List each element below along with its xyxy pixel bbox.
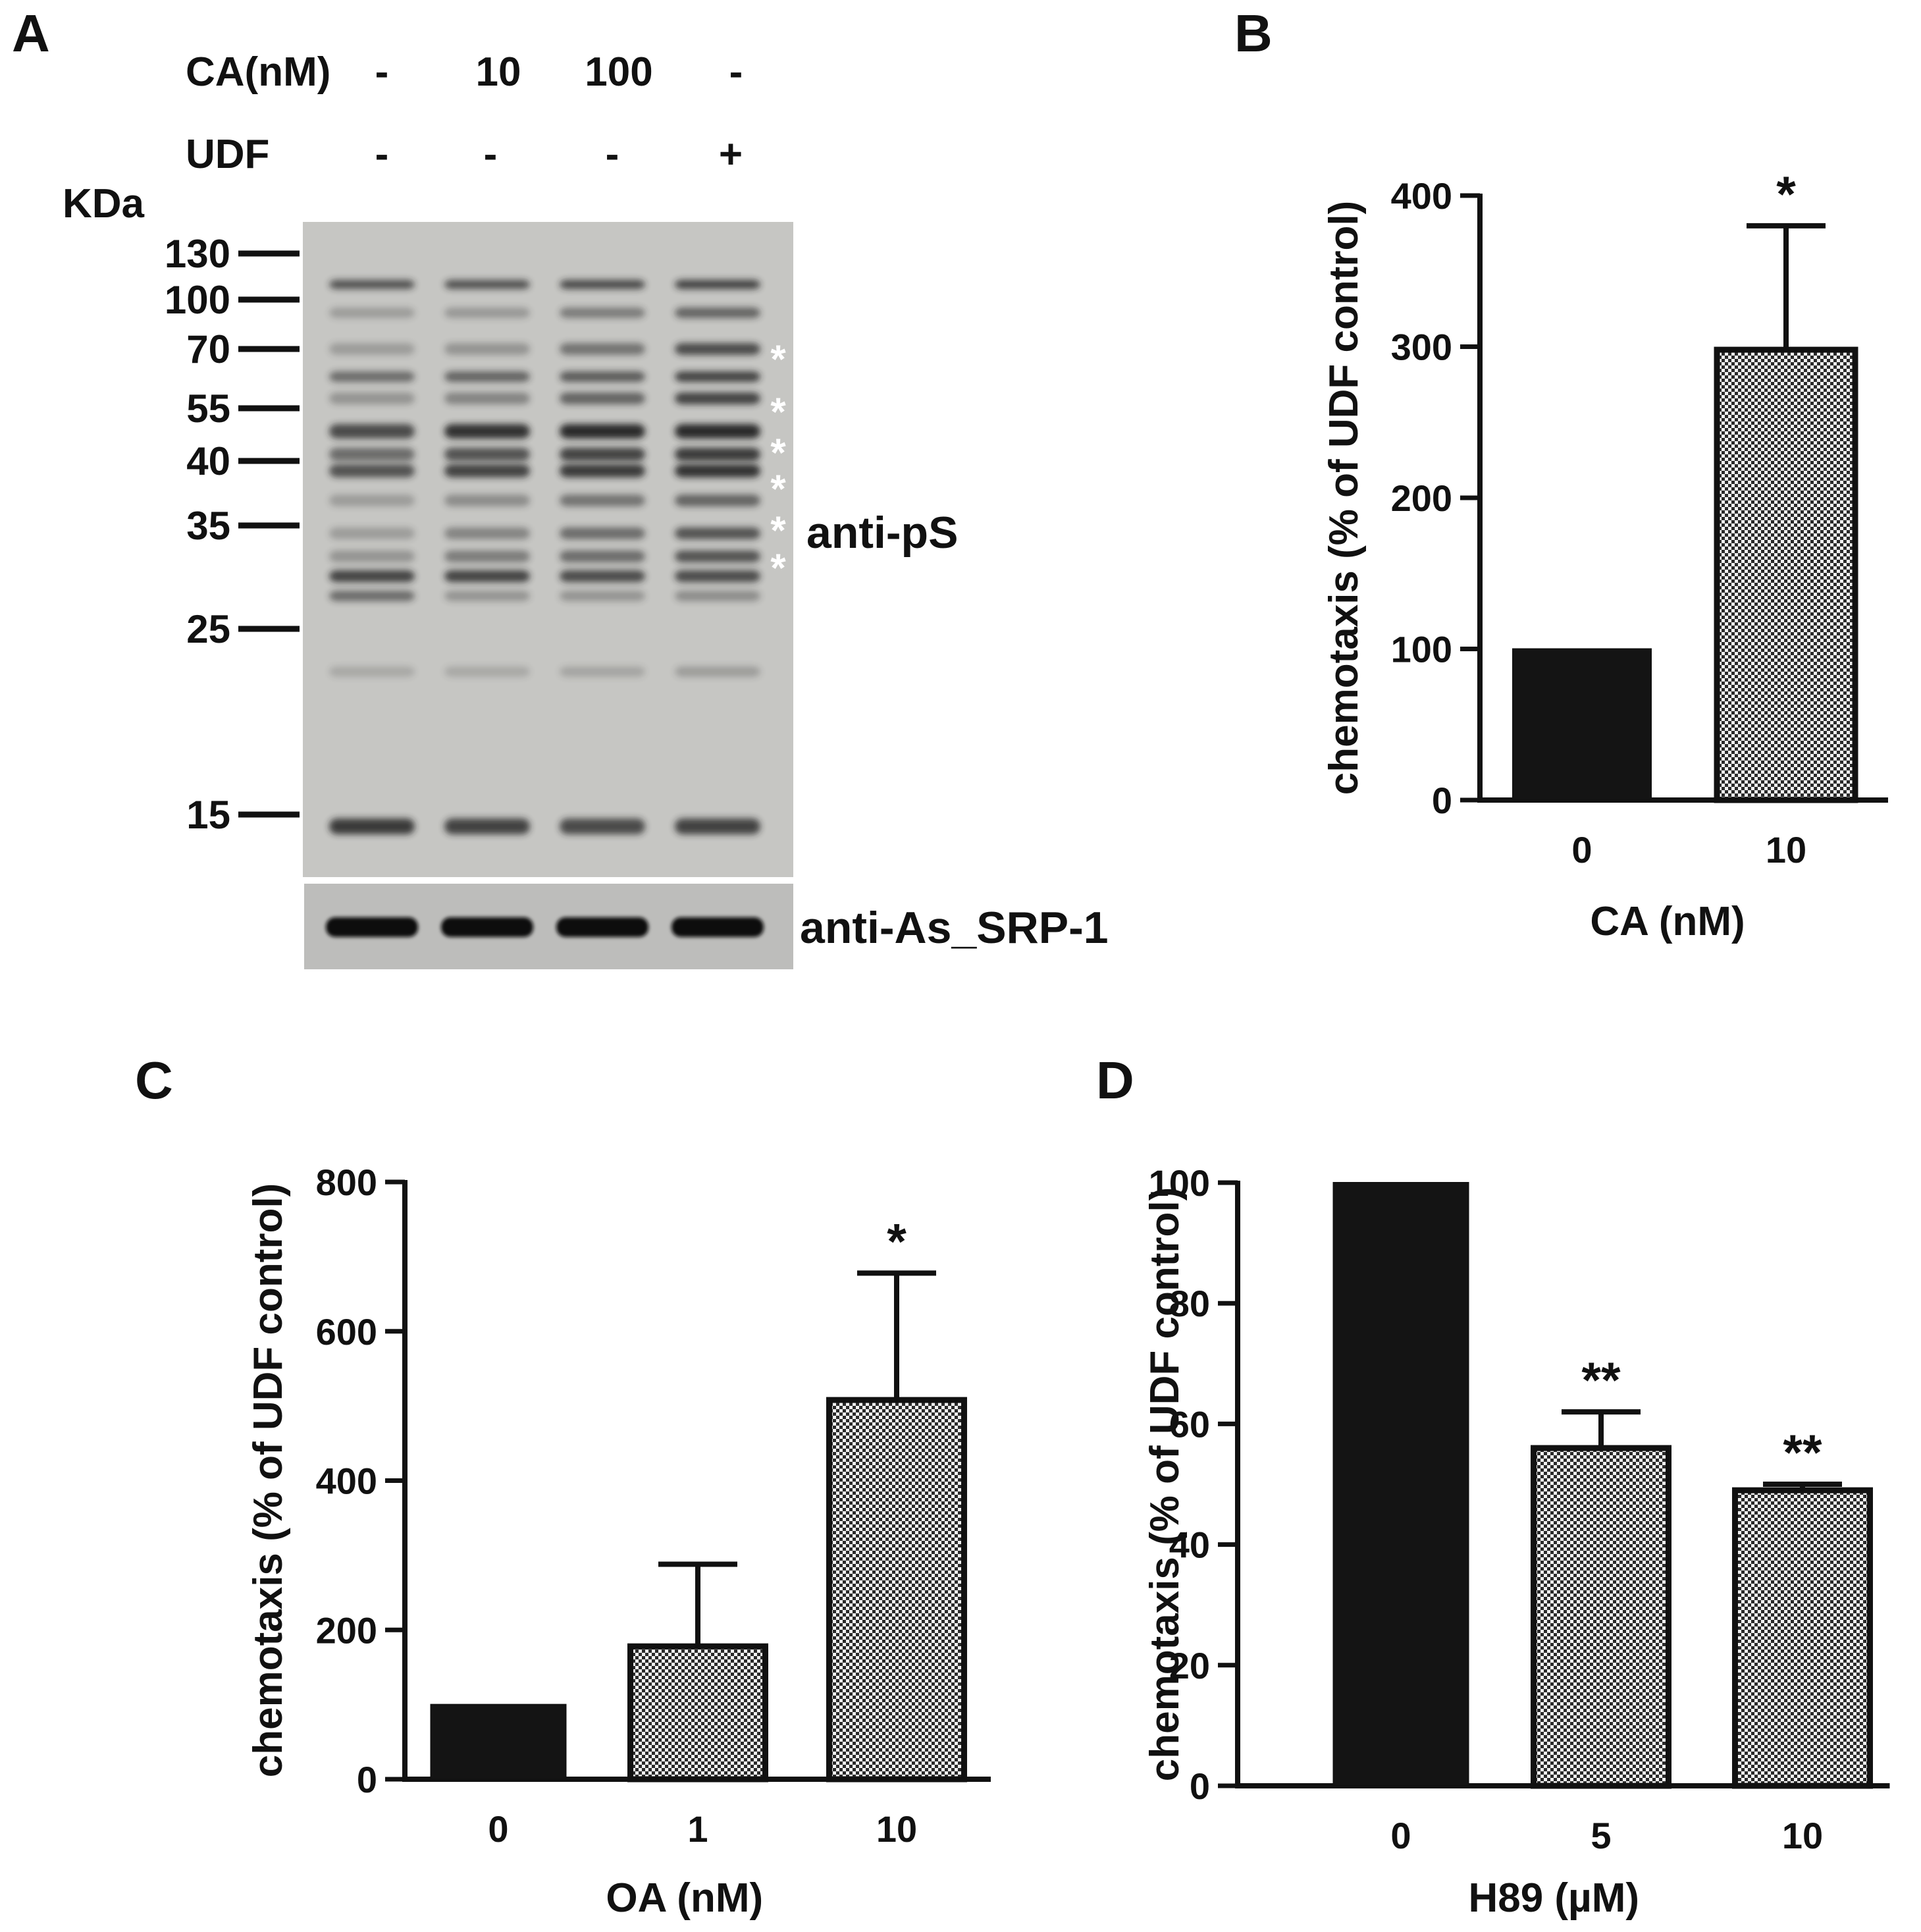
mw-label-25: 25 [186,607,230,651]
mw-marker-35: 35 [186,504,300,548]
y-tick-label: 80 [1169,1283,1210,1324]
x-tick-label: 10 [1766,829,1806,871]
bar [826,1397,967,1783]
loading-control-bands [326,917,764,937]
chart-c: 0 200 400 600 800 0 1 * 10 OA (nM) chemotaxis (% o… [246,1162,991,1921]
mw-marker-25: 25 [186,607,300,651]
kda-label: KDa [63,181,145,227]
blot-bands [329,280,760,834]
mw-marker-55: 55 [186,387,300,431]
lane4-udf: + [719,132,743,177]
chart-d: 0 20 40 60 80 100 0 ** 5 ** 10 H89 (µM) chemotaxis (… [1142,1162,1890,1921]
y-tick-label: 400 [1391,175,1452,217]
panel-d-letter: D [1096,1051,1134,1110]
y-axis-title: chemotaxis (% of UDF control) [1142,1187,1188,1782]
bar [1714,346,1858,803]
y-tick-label: 100 [1149,1162,1210,1204]
asterisk-mark: * [770,390,786,434]
bar [627,1643,768,1783]
y-tick-label: 800 [316,1162,377,1203]
blot-membrane-top [303,222,793,877]
significance-label: * [1776,167,1796,223]
panel-a: A CA(nM) UDF - 10 100 - - - - + KDa 130 … [12,4,1109,969]
mw-label-55: 55 [186,387,230,431]
anti-srp1-label: anti-As_SRP-1 [800,903,1109,953]
y-tick-label: 100 [1391,629,1452,670]
bar [1732,1487,1873,1789]
lane2-ca: 10 [476,49,521,95]
asterisk-mark: * [770,337,786,381]
bar [1512,648,1652,801]
x-axis-title: H89 (µM) [1468,1875,1639,1921]
x-tick-label: 5 [1591,1815,1611,1856]
x-tick-label: 1 [687,1808,708,1850]
y-tick-label: 40 [1169,1524,1210,1566]
mw-marker-130: 130 [165,232,300,276]
x-axis-title: OA (nM) [606,1875,763,1921]
anti-ps-label: anti-pS [806,508,958,558]
bar [430,1704,567,1780]
mw-label-35: 35 [186,504,230,548]
y-tick-label: 400 [316,1461,377,1502]
mw-label-15: 15 [186,793,230,837]
phospho-band-asterisks: ****** [770,337,786,590]
y-tick-label: 0 [1190,1765,1210,1807]
lane2-udf: - [484,132,498,177]
mw-marker-40: 40 [186,439,300,483]
mw-marker-70: 70 [186,327,300,371]
asterisk-mark: * [770,508,786,552]
y-tick-label: 200 [316,1609,377,1651]
panel-b-letter: B [1234,4,1273,63]
x-tick-label: 10 [1782,1815,1823,1856]
lane1-udf: - [375,132,389,177]
y-tick-label: 20 [1169,1645,1210,1686]
significance-label: ** [1783,1425,1822,1481]
significance-label: * [887,1214,907,1270]
lane1-ca: - [375,49,389,95]
y-tick-label: 0 [1432,780,1452,821]
x-axis-title: CA (nM) [1590,899,1745,944]
x-tick-label: 0 [1390,1815,1411,1856]
y-axis-title: chemotaxis (% of UDF control) [246,1183,291,1778]
panel-a-letter: A [12,4,50,63]
y-tick-label: 200 [1391,477,1452,519]
asterisk-mark: * [770,467,786,511]
asterisk-mark: * [770,431,786,475]
y-tick-label: 0 [357,1759,377,1800]
y-tick-label: 60 [1169,1403,1210,1445]
x-tick-label: 0 [488,1808,508,1850]
lane3-udf: - [606,132,619,177]
mw-label-130: 130 [165,232,230,276]
mw-label-100: 100 [165,278,230,322]
udf-row-label: UDF [186,132,269,177]
bar [1332,1182,1469,1786]
mw-marker-15: 15 [186,793,300,837]
y-tick-label: 300 [1391,327,1452,368]
mw-label-70: 70 [186,327,230,371]
mw-label-40: 40 [186,439,230,483]
panel-c-letter: C [135,1051,173,1110]
asterisk-mark: * [770,546,786,590]
x-tick-label: 0 [1571,829,1592,871]
ca-row-label: CA(nM) [186,49,330,95]
y-axis-title: chemotaxis (% of UDF control) [1321,201,1367,795]
mw-marker-100: 100 [165,278,300,322]
lane3-ca: 100 [585,49,652,95]
chart-b: 0 100 200 300 400 0 * 10 CA (nM) chemotaxis (% of… [1321,167,1888,944]
y-tick-label: 600 [316,1311,377,1353]
significance-label: ** [1581,1353,1621,1409]
bar [1531,1445,1671,1789]
lane4-ca: - [729,49,743,95]
x-tick-label: 10 [876,1808,917,1850]
